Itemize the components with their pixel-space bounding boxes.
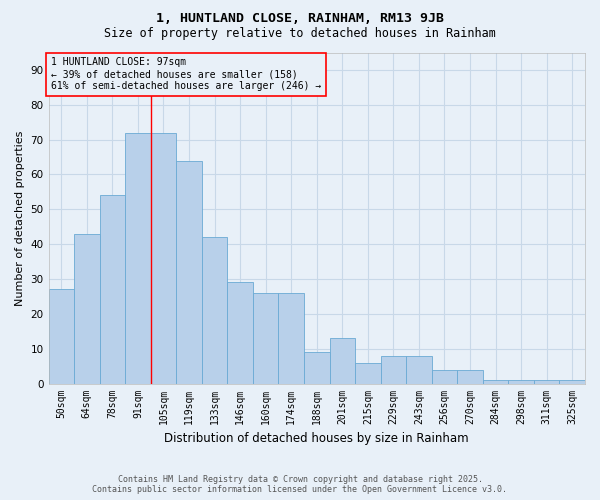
Bar — [100, 196, 125, 384]
Text: Contains HM Land Registry data © Crown copyright and database right 2025.
Contai: Contains HM Land Registry data © Crown c… — [92, 474, 508, 494]
Bar — [355, 362, 380, 384]
Bar — [329, 338, 355, 384]
Bar — [202, 237, 227, 384]
Bar — [253, 293, 278, 384]
Bar — [176, 160, 202, 384]
Y-axis label: Number of detached properties: Number of detached properties — [15, 130, 25, 306]
Bar — [151, 132, 176, 384]
Bar — [483, 380, 508, 384]
Bar — [227, 282, 253, 384]
X-axis label: Distribution of detached houses by size in Rainham: Distribution of detached houses by size … — [164, 432, 469, 445]
Bar — [457, 370, 483, 384]
Bar — [508, 380, 534, 384]
Bar — [534, 380, 559, 384]
Bar — [304, 352, 329, 384]
Bar — [559, 380, 585, 384]
Bar — [380, 356, 406, 384]
Bar — [74, 234, 100, 384]
Text: 1, HUNTLAND CLOSE, RAINHAM, RM13 9JB: 1, HUNTLAND CLOSE, RAINHAM, RM13 9JB — [156, 12, 444, 26]
Text: 1 HUNTLAND CLOSE: 97sqm
← 39% of detached houses are smaller (158)
61% of semi-d: 1 HUNTLAND CLOSE: 97sqm ← 39% of detache… — [51, 58, 322, 90]
Text: Size of property relative to detached houses in Rainham: Size of property relative to detached ho… — [104, 28, 496, 40]
Bar — [432, 370, 457, 384]
Bar — [125, 132, 151, 384]
Bar — [406, 356, 432, 384]
Bar — [278, 293, 304, 384]
Bar — [49, 290, 74, 384]
